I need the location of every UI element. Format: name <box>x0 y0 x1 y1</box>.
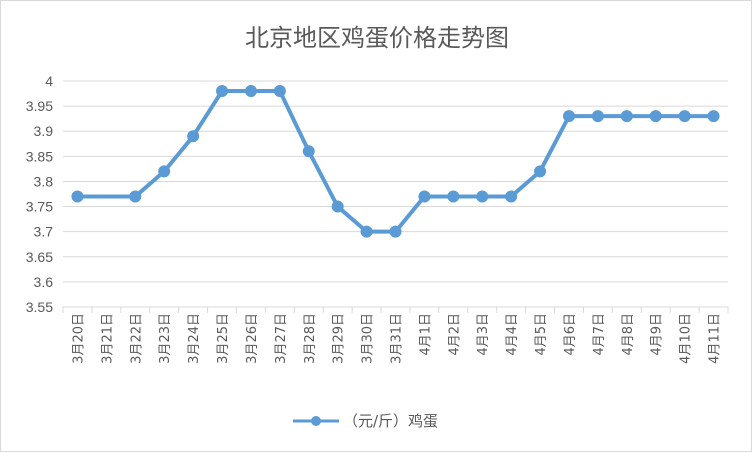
legend-label: （元/斤）鸡蛋 <box>343 412 438 430</box>
data-point <box>707 110 720 123</box>
data-point <box>187 130 200 143</box>
y-tick-label: 3.9 <box>34 123 54 139</box>
data-point <box>389 225 402 238</box>
x-tick-label: 3月24日 <box>187 313 202 364</box>
x-tick-label: 3月29日 <box>332 313 347 364</box>
x-tick-label: 4月8日 <box>621 313 636 356</box>
x-tick-label: 3月28日 <box>303 313 318 364</box>
chart-title: 北京地区鸡蛋价格走势图 <box>245 24 509 52</box>
data-point <box>273 85 286 98</box>
data-point <box>331 200 344 213</box>
x-tick-label: 4月4日 <box>505 313 520 356</box>
data-point <box>447 190 460 203</box>
legend-marker <box>311 416 321 426</box>
x-tick-label: 3月20日 <box>71 313 86 364</box>
x-tick-label: 3月21日 <box>100 313 115 364</box>
data-point <box>129 190 142 203</box>
x-tick-label: 3月26日 <box>245 313 260 364</box>
data-point <box>505 190 518 203</box>
data-point <box>562 110 575 123</box>
data-point <box>244 85 257 98</box>
y-tick-label: 3.85 <box>26 148 53 164</box>
series-eggs <box>71 85 720 238</box>
series-line <box>77 89 714 234</box>
x-tick-label: 3月22日 <box>129 313 144 364</box>
x-axis: 3月20日 3月21日 3月22日 3月23日 3月24日 3月25日 3月26日 3月27日… <box>62 307 729 364</box>
x-tick-label: 4月1日 <box>418 313 433 356</box>
y-tick-label: 3.6 <box>34 274 54 290</box>
data-point <box>216 85 229 98</box>
data-point <box>678 110 691 123</box>
x-tick-label: 3月30日 <box>361 313 376 364</box>
x-tick-label: 4月6日 <box>563 313 578 356</box>
y-axis-ticks: 3.55 3.6 3.65 3.7 3.75 3.8 3.85 3.9 3.95 4 <box>26 73 53 315</box>
x-tick-label: 3月27日 <box>274 313 289 364</box>
y-tick-label: 3.95 <box>26 98 53 114</box>
y-tick-label: 3.7 <box>34 224 54 240</box>
gridlines <box>63 80 728 308</box>
data-point <box>649 110 662 123</box>
y-tick-label: 3.75 <box>26 199 53 215</box>
data-point <box>360 225 373 238</box>
x-tick-label: 4月5日 <box>534 313 549 356</box>
x-tick-label: 4月7日 <box>592 313 607 356</box>
data-point <box>418 190 431 203</box>
legend: （元/斤）鸡蛋 <box>293 412 438 430</box>
data-point <box>476 190 489 203</box>
x-tick-label: 4月11日 <box>708 313 723 364</box>
y-tick-label: 4 <box>45 73 53 89</box>
y-tick-label: 3.55 <box>26 299 53 315</box>
x-tick-label: 3月25日 <box>216 313 231 364</box>
x-tick-label: 3月23日 <box>158 313 173 364</box>
data-point <box>620 110 633 123</box>
y-tick-label: 3.8 <box>34 173 54 189</box>
y-tick-label: 3.65 <box>26 249 53 265</box>
x-tick-label: 4月9日 <box>650 313 665 356</box>
x-tick-label: 4月2日 <box>447 313 462 356</box>
data-point <box>71 190 84 203</box>
data-point <box>534 165 547 178</box>
data-point <box>591 110 604 123</box>
data-point <box>302 145 315 158</box>
x-tick-label: 4月3日 <box>476 313 491 356</box>
x-tick-label: 3月31日 <box>390 313 405 364</box>
x-tick-label: 4月10日 <box>679 313 694 364</box>
data-point <box>158 165 171 178</box>
